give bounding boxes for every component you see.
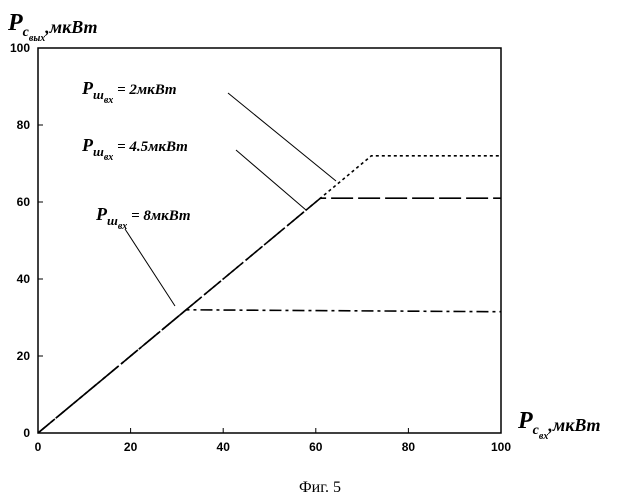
annotation-leader-line: [125, 229, 175, 306]
x-tick-label: 20: [124, 440, 138, 454]
y-tick-label: 0: [23, 426, 30, 440]
series-annotation-1: Pшвх = 2мкВт: [81, 78, 177, 106]
y-tick-label: 100: [10, 41, 30, 55]
series-annotation-3: Pшвх = 8мкВт: [95, 204, 191, 232]
y-tick-label: 60: [17, 195, 31, 209]
series-line-3: [38, 310, 501, 433]
x-tick-label: 40: [217, 440, 231, 454]
annotation-leader-line: [228, 93, 336, 181]
y-axis-title: Pcвых,мкВт: [7, 10, 97, 44]
x-tick-label: 60: [309, 440, 323, 454]
x-tick-label: 80: [402, 440, 416, 454]
y-tick-label: 80: [17, 118, 31, 132]
figure-caption: Фиг. 5: [299, 479, 341, 496]
x-tick-label: 100: [491, 440, 511, 454]
x-axis-title: Pcвх,мкВт: [517, 408, 601, 442]
series-annotation-2: Pшвх = 4.5мкВт: [81, 135, 188, 163]
y-tick-label: 20: [17, 349, 31, 363]
y-tick-label: 40: [17, 272, 31, 286]
series-line-2: [38, 198, 501, 433]
annotation-leader-line: [236, 150, 306, 210]
x-tick-label: 0: [35, 440, 42, 454]
